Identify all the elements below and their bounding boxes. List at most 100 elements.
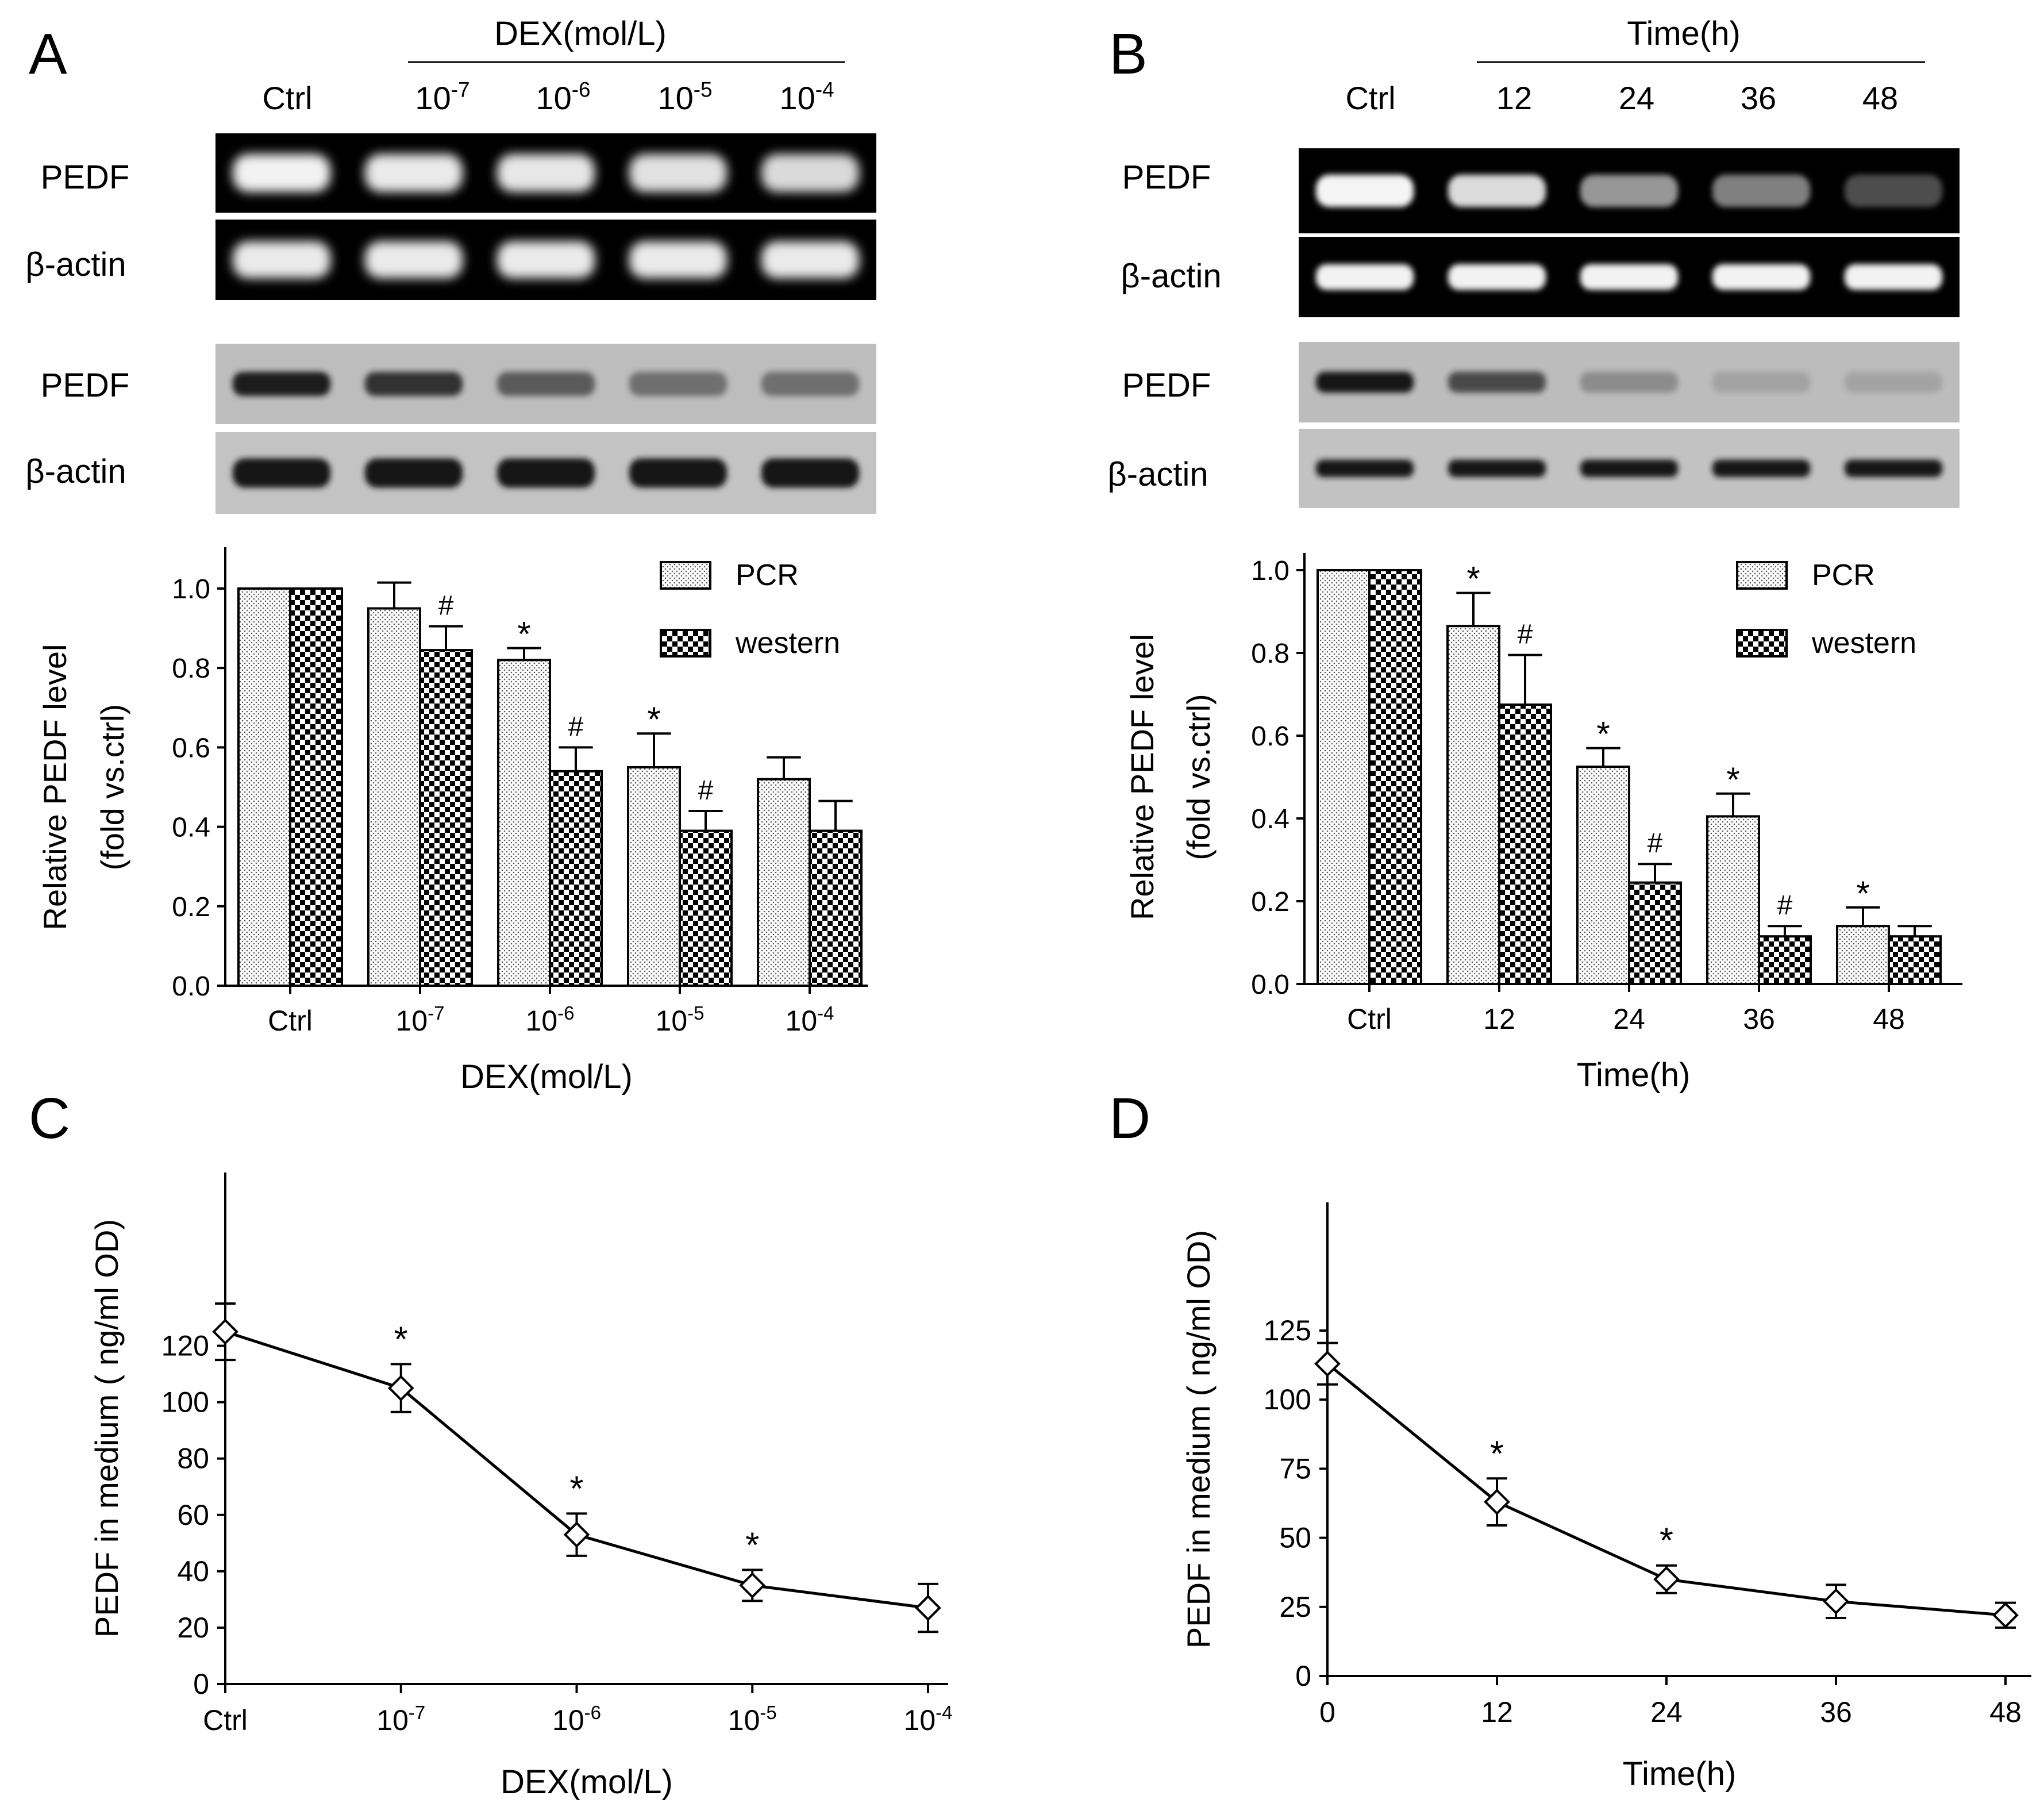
bar — [1706, 815, 1760, 986]
blot-lane-label-base: 10 — [779, 80, 815, 116]
y-tick-label: 80 — [177, 1443, 209, 1475]
x-tick-label-sup: -6 — [584, 1702, 601, 1723]
blot-band — [1844, 371, 1943, 393]
bar — [1628, 881, 1682, 985]
blot-a-lane-labels: Ctrl 10-7 10-6 10-5 10-4 — [262, 78, 834, 116]
bar — [497, 659, 551, 987]
y-tick-label: 1.0 — [172, 574, 210, 605]
significance-mark: * — [745, 1525, 759, 1565]
x-tick-label-sup: -4 — [936, 1702, 952, 1723]
blot-band — [1580, 174, 1679, 207]
blot-b-row-label: β-actin — [1121, 257, 1221, 295]
blot-band — [1712, 459, 1811, 478]
data-point — [1992, 1602, 2019, 1629]
bar — [1368, 569, 1422, 985]
y-tick-label: 100 — [1264, 1383, 1311, 1416]
significance-mark: * — [647, 700, 660, 739]
blot-band — [629, 372, 727, 396]
data-point — [739, 1572, 766, 1599]
blot-band — [364, 241, 463, 279]
blot-b-row-label: PEDF — [1122, 159, 1211, 196]
x-tick-label: 10-5 — [656, 1002, 705, 1037]
bar — [367, 607, 421, 987]
y-tick-label: 0.0 — [172, 971, 210, 1002]
x-tick-label: 0 — [1319, 1696, 1335, 1728]
blot-a-row-labels: PEDF β-actin PEDF β-actin — [25, 159, 129, 490]
legend-label: PCR — [736, 559, 799, 592]
blot-band — [761, 153, 860, 193]
x-tick-label-sup: -5 — [760, 1702, 776, 1723]
blot-lane-label: 10-4 — [779, 78, 834, 116]
x-tick-label: 10-7 — [396, 1002, 445, 1037]
y-tick-label: 0.2 — [1251, 887, 1289, 917]
blot-lane-label-base: 10 — [657, 80, 693, 116]
bar — [289, 587, 343, 987]
blot-lane-label-base: 10 — [415, 80, 451, 116]
significance-mark: # — [698, 775, 714, 806]
x-tick-label-base: 10 — [728, 1704, 760, 1736]
x-tick-label-base: 10 — [904, 1704, 936, 1736]
data-point — [387, 1375, 414, 1401]
blot-lane-label-sup: -7 — [451, 78, 470, 102]
blot-band — [1315, 371, 1414, 393]
blot-band — [629, 153, 727, 193]
blot-band — [1448, 174, 1546, 207]
significance-mark: * — [1490, 1434, 1504, 1474]
blot-b-row-label: PEDF — [1122, 367, 1211, 404]
blot-band — [1448, 459, 1546, 478]
significance-mark: * — [394, 1320, 408, 1359]
x-tick-label-base: 10 — [656, 1005, 688, 1037]
y-tick-label: 40 — [177, 1555, 209, 1587]
x-tick-label: 10-7 — [376, 1702, 425, 1736]
significance-mark: # — [438, 591, 454, 621]
x-tick-label: 12 — [1483, 1003, 1515, 1035]
x-tick-label-base: 10 — [552, 1704, 584, 1736]
y-axis-label: PEDF in medium ( ng/ml OD) — [1180, 1230, 1217, 1648]
x-axis-label: Time(h) — [1577, 1056, 1691, 1094]
y-tick-label: 125 — [1264, 1314, 1311, 1347]
blot-band — [1844, 264, 1943, 290]
bar — [1758, 935, 1812, 985]
y-tick-label: 100 — [161, 1386, 209, 1418]
blot-band — [1580, 459, 1679, 478]
blot-b-header: Time(h) — [1627, 15, 1741, 52]
blot-band — [761, 458, 860, 488]
blot-b-lane-labels: Ctrl 12 24 36 48 — [1345, 80, 1898, 116]
x-tick-label: 10-5 — [728, 1702, 777, 1736]
x-tick-label-base: Ctrl — [203, 1704, 248, 1736]
y-tick-label: 0 — [1295, 1660, 1311, 1692]
y-tick-label: 60 — [177, 1499, 209, 1531]
blot-b-images — [1299, 148, 1960, 508]
x-tick-label: Ctrl — [268, 1005, 313, 1037]
blot-band — [1844, 459, 1943, 478]
x-tick-label-sup: -7 — [428, 1002, 444, 1024]
blot-a-images — [215, 133, 876, 514]
y-tick-label: 0.6 — [1251, 721, 1289, 752]
panel-letter-b: B — [1109, 22, 1148, 86]
blot-lane-label: Ctrl — [1345, 80, 1395, 116]
x-tick-label: 36 — [1820, 1696, 1852, 1728]
blot-band — [364, 153, 463, 193]
blot-lane-label-base: 24 — [1619, 80, 1654, 116]
significance-mark: # — [1777, 890, 1793, 921]
blot-a-row-label: PEDF — [41, 367, 130, 404]
blot-lane-label: 24 — [1619, 80, 1654, 116]
bar — [679, 829, 733, 987]
x-tick-label: 10-4 — [786, 1002, 834, 1037]
x-tick-label: Ctrl — [203, 1704, 248, 1736]
blot-lane-label-base: 12 — [1496, 80, 1532, 116]
x-tick-label: 24 — [1650, 1696, 1683, 1728]
blot-band — [1448, 371, 1546, 393]
bar — [237, 587, 291, 987]
y-tick-label: 75 — [1279, 1452, 1311, 1485]
legend-swatch — [660, 629, 711, 658]
x-tick-label: 10-6 — [552, 1702, 601, 1736]
blot-band — [1844, 174, 1943, 207]
bar — [1888, 935, 1942, 985]
y-tick-label: 120 — [161, 1330, 209, 1362]
legend-swatch — [1736, 561, 1788, 590]
bar — [757, 778, 811, 987]
x-tick-label-base: Ctrl — [268, 1005, 313, 1037]
x-tick-label-sup: -4 — [817, 1002, 834, 1024]
x-tick-label-sup: -7 — [409, 1702, 425, 1723]
